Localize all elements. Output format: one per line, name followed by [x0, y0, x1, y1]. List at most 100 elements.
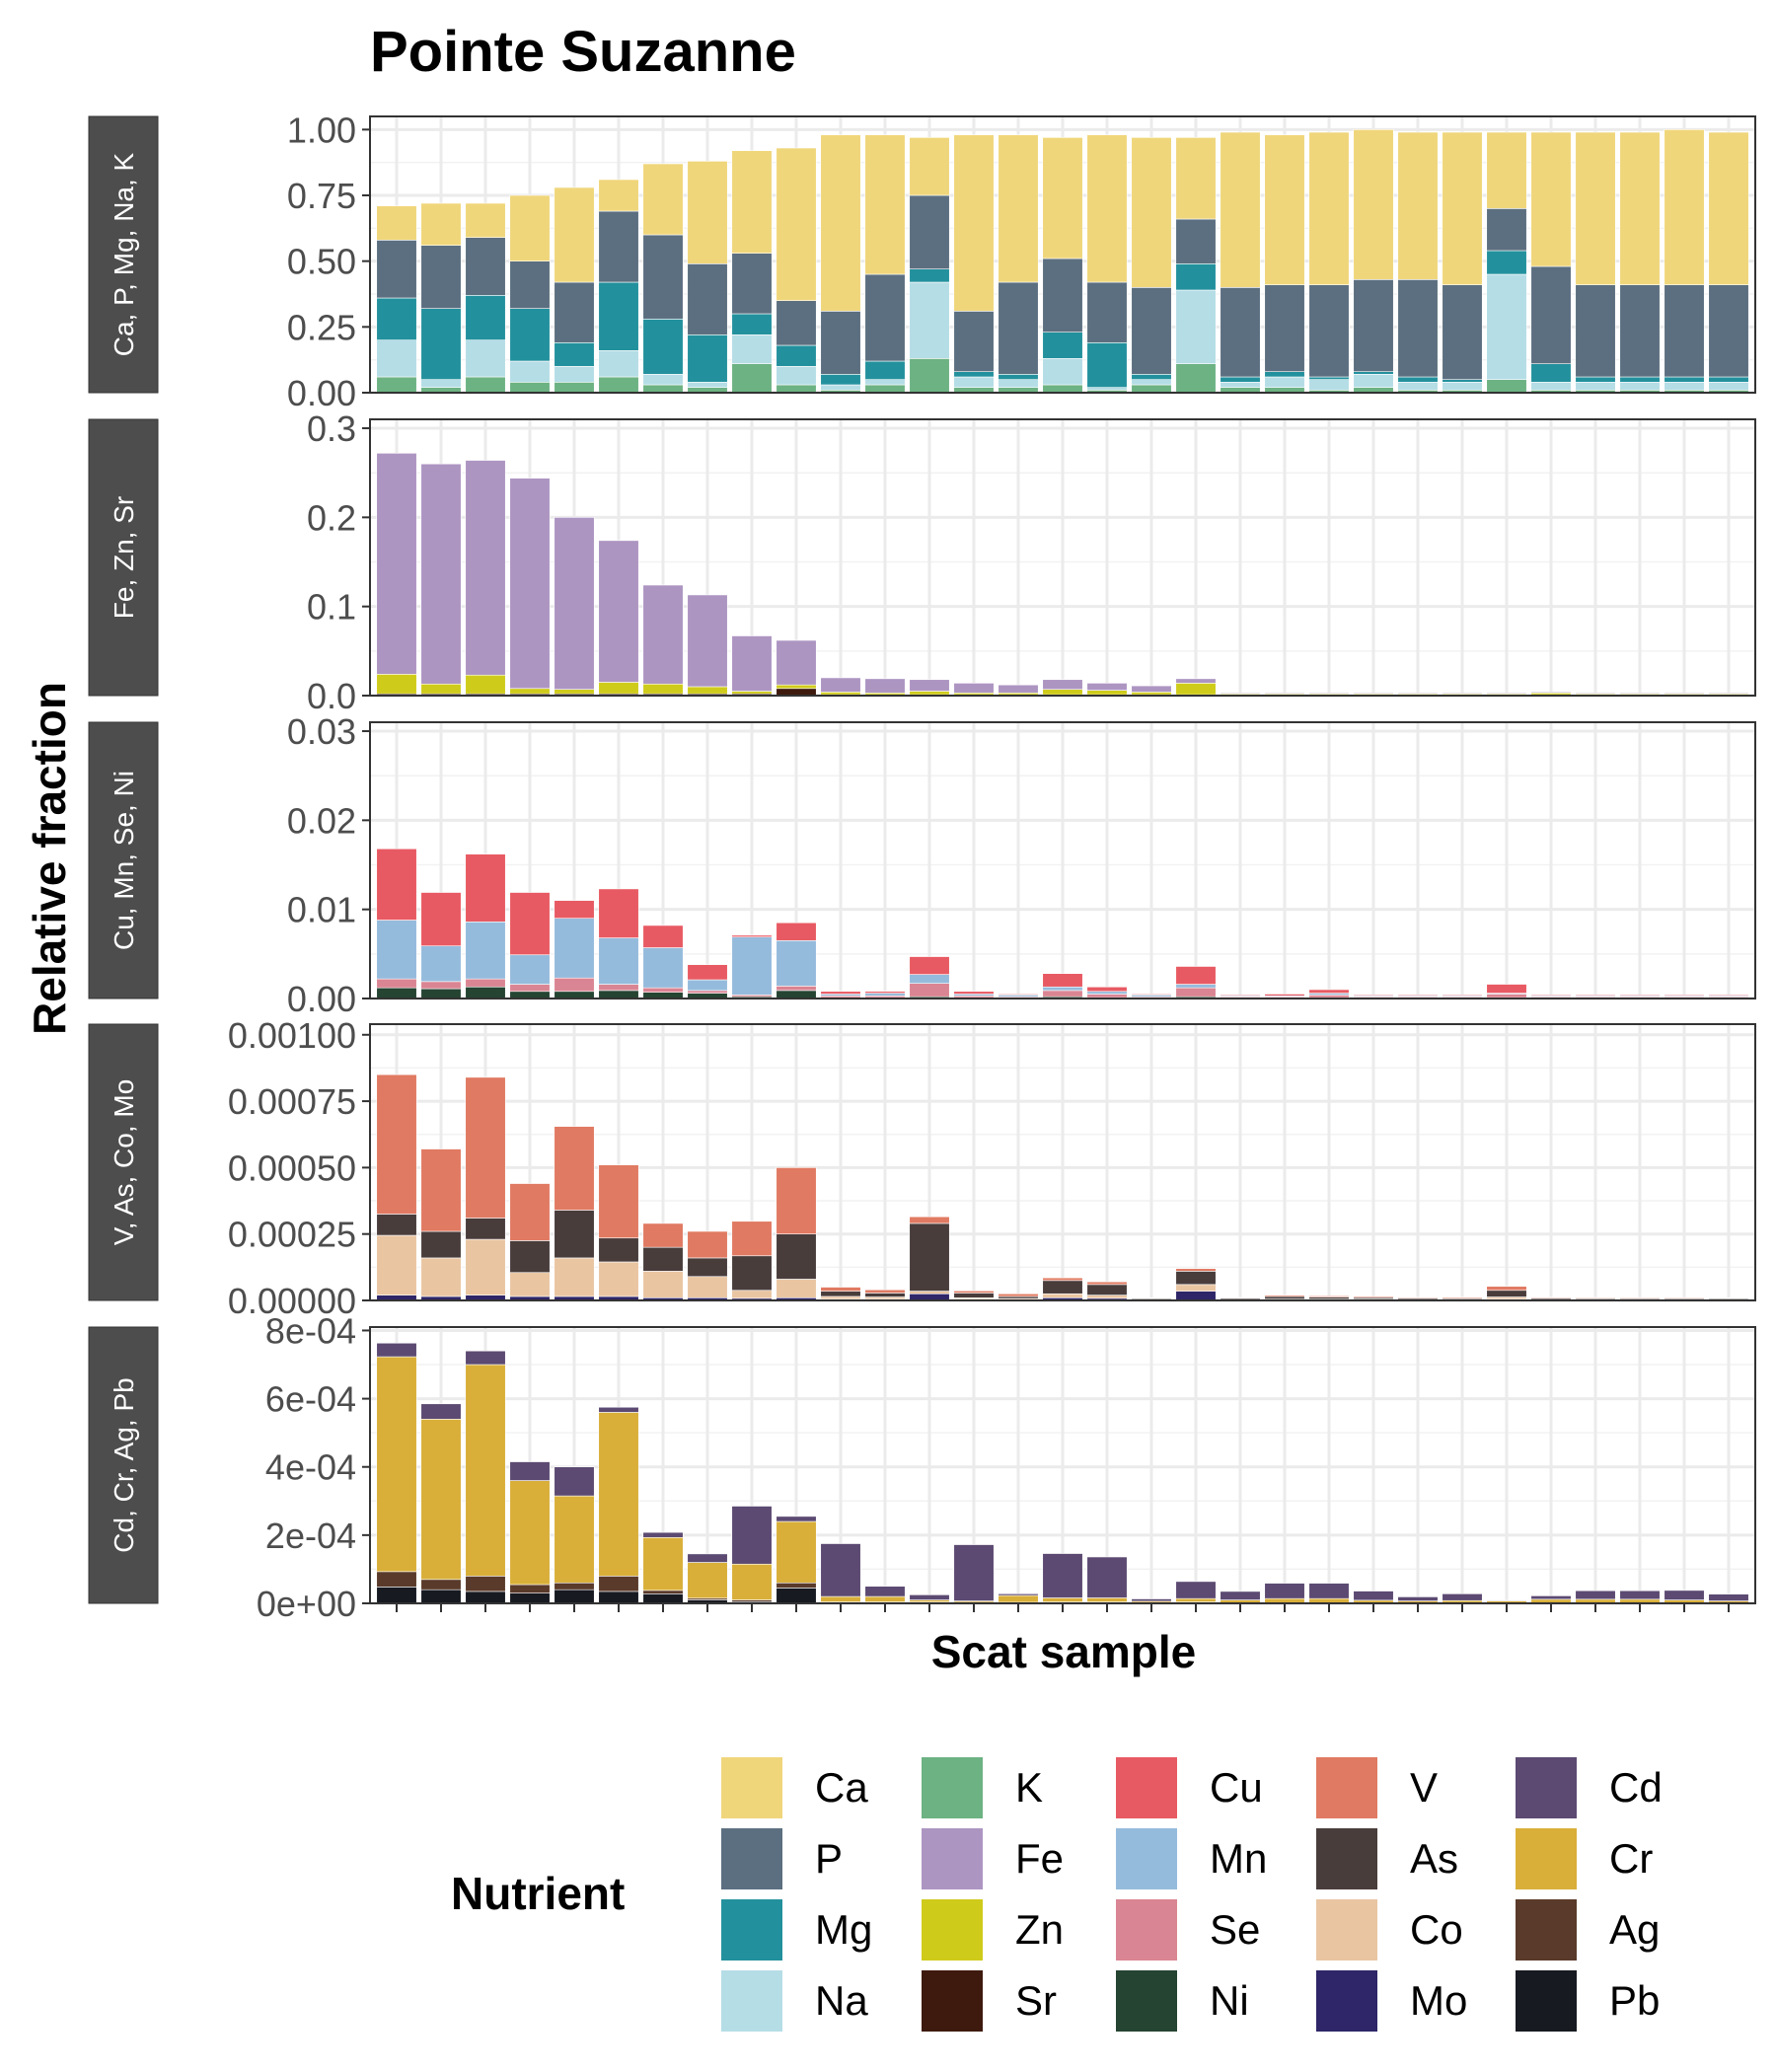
bar-Ca-sample-21: [1264, 134, 1305, 285]
bar-Fe-sample-5: [554, 517, 595, 690]
bar-V-sample-3: [465, 1076, 506, 1219]
bar-Co-sample-2: [420, 1257, 462, 1297]
bar-V-sample-19: [1175, 1268, 1217, 1272]
bar-Ni-sample-1: [376, 987, 417, 999]
bar-V-sample-8: [687, 1230, 728, 1259]
legend-label-Fe: Fe: [1015, 1835, 1064, 1882]
bar-Ca-sample-22: [1308, 131, 1350, 285]
bar-V-sample-7: [642, 1222, 684, 1248]
bar-Cr-sample-8: [687, 1562, 728, 1599]
y-tick-label: 4e-04: [265, 1447, 356, 1488]
bar-P-sample-11: [820, 311, 861, 375]
bar-Mn-sample-4: [509, 954, 551, 985]
bar-Ag-sample-5: [554, 1582, 595, 1591]
legend-label-Cu: Cu: [1210, 1764, 1263, 1811]
bar-Co-sample-6: [598, 1261, 639, 1297]
bar-Cd-sample-26: [1486, 1599, 1527, 1601]
bar-Ca-sample-2: [420, 202, 462, 246]
bar-As-sample-12: [864, 1293, 906, 1297]
bar-Fe-sample-3: [465, 460, 506, 676]
bar-Na-sample-7: [642, 374, 684, 386]
bar-Na-sample-30: [1664, 382, 1705, 391]
bar-Na-sample-31: [1708, 382, 1749, 391]
legend-label-Mo: Mo: [1410, 1977, 1467, 2024]
bar-As-sample-13: [909, 1222, 950, 1292]
facet-strip-label: V, As, Co, Mo: [109, 1079, 139, 1246]
bar-Cd-sample-12: [864, 1586, 906, 1597]
bar-Mg-sample-20: [1220, 376, 1261, 383]
facet-strip: [88, 1326, 159, 1604]
bar-V-sample-31: [1708, 1297, 1749, 1299]
bar-Co-sample-8: [687, 1276, 728, 1298]
bar-As-sample-22: [1308, 1296, 1350, 1299]
bar-P-sample-20: [1220, 287, 1261, 378]
bar-Co-sample-5: [554, 1257, 595, 1297]
bar-Mn-sample-5: [554, 918, 595, 979]
panel-2: 0.0 0.1 0.2 0.3 Fe, Zn, Sr: [88, 408, 1756, 716]
bar-As-sample-26: [1486, 1290, 1527, 1297]
y-tick-label: 0.75: [287, 176, 356, 216]
y-tick-label: 0.03: [287, 711, 356, 752]
bar-Cr-sample-22: [1308, 1597, 1350, 1603]
bar-As-sample-4: [509, 1240, 551, 1274]
bar-Mg-sample-14: [953, 371, 995, 378]
y-tick-label: 0.00: [287, 979, 356, 1019]
bar-Ca-sample-3: [465, 202, 506, 238]
bar-Cu-sample-9: [731, 934, 773, 937]
bar-Mn-sample-3: [465, 922, 506, 980]
bar-As-sample-14: [953, 1293, 995, 1298]
bar-K-sample-26: [1486, 379, 1527, 394]
bar-Fe-sample-7: [642, 584, 684, 685]
bar-Zn-sample-3: [465, 674, 506, 695]
bar-Mg-sample-16: [1042, 332, 1083, 359]
bar-Cu-sample-15: [998, 994, 1039, 996]
bar-V-sample-14: [953, 1291, 995, 1294]
bar-Na-sample-1: [376, 339, 417, 378]
bar-Fe-sample-18: [1131, 685, 1172, 693]
bar-Cd-sample-4: [509, 1461, 551, 1481]
bar-Mg-sample-5: [554, 342, 595, 367]
legend-label-Cr: Cr: [1609, 1835, 1653, 1882]
bar-Pb-sample-7: [642, 1593, 684, 1604]
bar-Co-sample-1: [376, 1234, 417, 1295]
bar-V-sample-26: [1486, 1286, 1527, 1292]
y-tick-label: 0.50: [287, 242, 356, 282]
bar-Mg-sample-4: [509, 308, 551, 362]
bar-Cr-sample-30: [1664, 1599, 1705, 1603]
bar-Mg-sample-22: [1308, 376, 1350, 380]
bar-K-sample-12: [864, 384, 906, 394]
bar-Cd-sample-18: [1131, 1598, 1172, 1602]
bar-Ca-sample-28: [1575, 131, 1616, 285]
bar-Cr-sample-20: [1220, 1599, 1261, 1603]
bar-Mg-sample-29: [1619, 376, 1661, 383]
bar-Cr-sample-2: [420, 1419, 462, 1581]
bar-V-sample-5: [554, 1126, 595, 1211]
bar-Ca-sample-16: [1042, 137, 1083, 259]
bar-Cr-sample-28: [1575, 1598, 1616, 1603]
y-tick-label: 0.00000: [228, 1281, 356, 1321]
bar-Na-sample-19: [1175, 289, 1217, 364]
bar-Fe-sample-10: [776, 639, 817, 686]
bar-Fe-sample-22: [1308, 692, 1350, 695]
facet-strip: [88, 1023, 159, 1301]
bar-Cu-sample-19: [1175, 966, 1217, 985]
bar-K-sample-18: [1131, 384, 1172, 394]
bar-Zn-sample-8: [687, 686, 728, 695]
bar-P-sample-29: [1619, 284, 1661, 378]
bar-V-sample-9: [731, 1221, 773, 1257]
bar-Mg-sample-27: [1530, 363, 1572, 383]
bar-Mo-sample-19: [1175, 1291, 1217, 1301]
bar-Mn-sample-1: [376, 920, 417, 980]
legend-key-Sr: [920, 1968, 985, 2034]
bar-Cr-sample-10: [776, 1520, 817, 1584]
bar-Mn-sample-6: [598, 937, 639, 985]
bar-Mg-sample-17: [1086, 342, 1128, 388]
bar-Zn-sample-19: [1175, 683, 1217, 696]
bar-Na-sample-4: [509, 360, 551, 383]
bar-K-sample-10: [776, 384, 817, 394]
bar-Pb-sample-10: [776, 1588, 817, 1604]
bar-Mg-sample-25: [1442, 379, 1483, 383]
bar-Cu-sample-28: [1575, 995, 1616, 997]
bar-Ag-sample-3: [465, 1576, 506, 1592]
bar-Mn-sample-7: [642, 947, 684, 989]
